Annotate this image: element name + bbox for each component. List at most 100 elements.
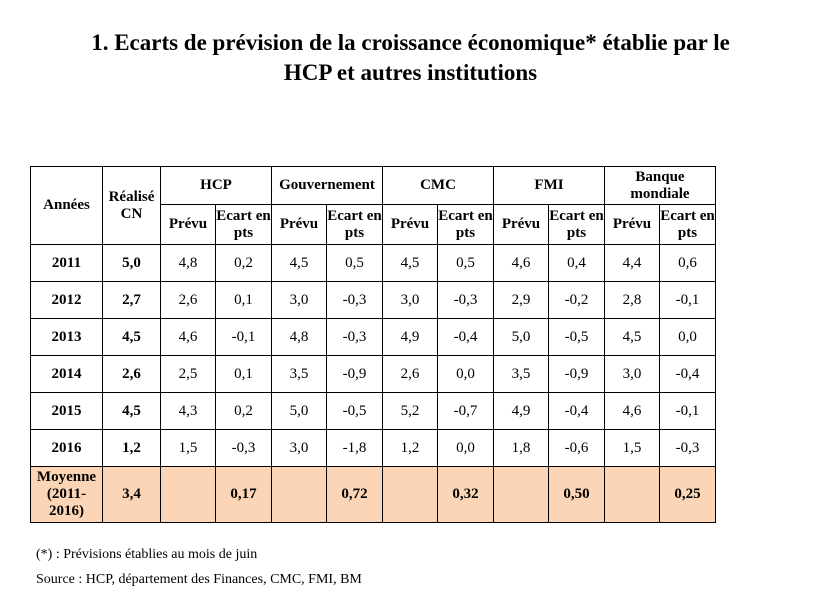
cell-ecart: -0,9 (548, 355, 605, 393)
header-institution: CMC (382, 166, 494, 205)
cell-ecart: -0,3 (437, 281, 494, 319)
cell-ecart: -0,3 (326, 281, 383, 319)
header-years: Années (30, 166, 103, 245)
header-realise: Réalisé CN (102, 166, 161, 245)
cell-year: 2014 (30, 355, 103, 393)
table-row: 2013 4,5 4,6 -0,1 4,8 -0,3 4,9 -0,4 5,0 -0,5 4,5 0,… (30, 318, 716, 356)
cell-ecart: -0,3 (326, 318, 383, 356)
cell-prevu: 4,5 (382, 244, 438, 282)
cell-prevu: 3,5 (493, 355, 549, 393)
cell-average-prevu (493, 466, 549, 523)
cell-prevu: 1,2 (382, 429, 438, 467)
cell-realise: 4,5 (102, 318, 161, 356)
page-title: 1. Ecarts de prévision de la croissance … (40, 28, 781, 88)
forecast-table: Années Réalisé CN HCP Gouvernement CMC F… (30, 166, 716, 523)
cell-ecart: -0,4 (548, 392, 605, 430)
cell-average-prevu (604, 466, 660, 523)
cell-average-realise: 3,4 (102, 466, 161, 523)
cell-prevu: 5,0 (493, 318, 549, 356)
cell-ecart: 0,5 (326, 244, 383, 282)
cell-prevu: 4,6 (493, 244, 549, 282)
cell-average-ecart: 0,50 (548, 466, 605, 523)
cell-ecart: -1,8 (326, 429, 383, 467)
header-prevu: Prévu (604, 204, 660, 245)
cell-year: 2013 (30, 318, 103, 356)
footnote: (*) : Prévisions établies au mois de jui… (36, 547, 258, 562)
cell-realise: 5,0 (102, 244, 161, 282)
cell-prevu: 4,9 (493, 392, 549, 430)
notes: (*) : Prévisions établies au mois de jui… (36, 542, 362, 592)
cell-average-label: Moyenne (2011- 2016) (30, 466, 103, 523)
title-line-2: HCP et autres institutions (283, 60, 538, 85)
cell-average-prevu (382, 466, 438, 523)
table-row: 2012 2,7 2,6 0,1 3,0 -0,3 3,0 -0,3 2,9 -0,2 2,8 -0,… (30, 281, 716, 319)
table-row: 2014 2,6 2,5 0,1 3,5 -0,9 2,6 0,0 3,5 -0,9 3,0 -0,4 (30, 355, 716, 393)
header-prevu: Prévu (271, 204, 327, 245)
cell-prevu: 1,8 (493, 429, 549, 467)
table-row: 2016 1,2 1,5 -0,3 3,0 -1,8 1,2 0,0 1,8 -0,6 1,5 -0,… (30, 429, 716, 467)
header-institution: HCP (160, 166, 272, 205)
header-prevu: Prévu (160, 204, 216, 245)
cell-realise: 4,5 (102, 392, 161, 430)
cell-prevu: 3,5 (271, 355, 327, 393)
average-row: Moyenne (2011- 2016) 3,4 0,17 0,72 0,32 0,50 0,2… (30, 466, 716, 523)
cell-ecart: -0,5 (326, 392, 383, 430)
header-ecart: Ecart en pts (659, 204, 716, 245)
average-label-line: (2011- (46, 486, 87, 502)
cell-average-prevu (160, 466, 216, 523)
title-line-1: 1. Ecarts de prévision de la croissance … (91, 30, 730, 55)
source-note: Source : HCP, département des Finances, … (36, 572, 362, 587)
cell-ecart: -0,3 (659, 429, 716, 467)
cell-year: 2016 (30, 429, 103, 467)
cell-prevu: 4,5 (271, 244, 327, 282)
cell-prevu: 4,6 (160, 318, 216, 356)
cell-prevu: 4,5 (604, 318, 660, 356)
cell-ecart: 0,2 (215, 244, 272, 282)
cell-ecart: 0,4 (548, 244, 605, 282)
cell-prevu: 5,2 (382, 392, 438, 430)
header-prevu: Prévu (382, 204, 438, 245)
cell-prevu: 5,0 (271, 392, 327, 430)
cell-average-ecart: 0,72 (326, 466, 383, 523)
cell-average-ecart: 0,32 (437, 466, 494, 523)
cell-prevu: 2,6 (382, 355, 438, 393)
cell-realise: 1,2 (102, 429, 161, 467)
cell-prevu: 1,5 (604, 429, 660, 467)
header-institution: Banque mondiale (604, 166, 716, 205)
table-row: 2015 4,5 4,3 0,2 5,0 -0,5 5,2 -0,7 4,9 -0,4 4,6 -0,… (30, 392, 716, 430)
cell-prevu: 4,4 (604, 244, 660, 282)
average-label-line: 2016) (49, 503, 84, 519)
header-institution: Gouvernement (271, 166, 383, 205)
cell-ecart: -0,3 (215, 429, 272, 467)
table-row: 2011 5,0 4,8 0,2 4,5 0,5 4,5 0,5 4,6 0,4 4,4 0,6 (30, 244, 716, 282)
cell-ecart: -0,1 (215, 318, 272, 356)
cell-ecart: -0,1 (659, 281, 716, 319)
cell-ecart: -0,1 (659, 392, 716, 430)
cell-average-ecart: 0,25 (659, 466, 716, 523)
header-ecart: Ecart en pts (548, 204, 605, 245)
cell-ecart: 0,0 (659, 318, 716, 356)
table-body: 2011 5,0 4,8 0,2 4,5 0,5 4,5 0,5 4,6 0,4 4,4 0,6 201… (30, 244, 716, 523)
cell-ecart: 0,6 (659, 244, 716, 282)
cell-ecart: 0,1 (215, 355, 272, 393)
cell-prevu: 2,8 (604, 281, 660, 319)
cell-average-prevu (271, 466, 327, 523)
cell-ecart: -0,9 (326, 355, 383, 393)
cell-ecart: 0,1 (215, 281, 272, 319)
cell-year: 2015 (30, 392, 103, 430)
cell-year: 2011 (30, 244, 103, 282)
header-row-institutions: Années Réalisé CN HCP Gouvernement CMC F… (30, 166, 716, 245)
cell-ecart: -0,2 (548, 281, 605, 319)
average-label-line: Moyenne (36, 469, 97, 485)
cell-realise: 2,7 (102, 281, 161, 319)
cell-prevu: 4,8 (271, 318, 327, 356)
cell-prevu: 4,8 (160, 244, 216, 282)
header-ecart: Ecart en pts (215, 204, 272, 245)
cell-realise: 2,6 (102, 355, 161, 393)
cell-ecart: 0,5 (437, 244, 494, 282)
cell-prevu: 3,0 (271, 429, 327, 467)
cell-prevu: 3,0 (382, 281, 438, 319)
cell-average-ecart: 0,17 (215, 466, 272, 523)
cell-ecart: -0,6 (548, 429, 605, 467)
cell-prevu: 2,6 (160, 281, 216, 319)
